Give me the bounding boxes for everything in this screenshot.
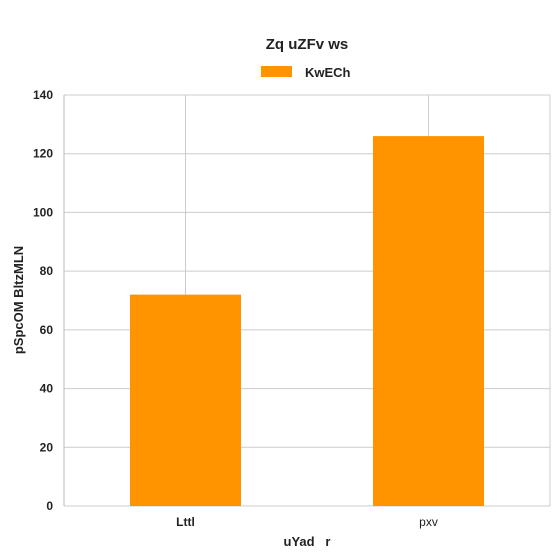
y-tick-label: 140 — [33, 88, 53, 102]
legend: KwECh — [261, 65, 351, 80]
y-axis-label: pSpcOM BltzMLN — [11, 246, 26, 354]
bars — [130, 136, 484, 506]
x-tick-label: pxv — [419, 515, 438, 529]
bar-pxv — [373, 136, 484, 506]
y-tick-label: 0 — [46, 499, 53, 513]
chart-title: Zq uZFv ws — [266, 36, 349, 53]
y-tick-label: 80 — [40, 264, 54, 278]
y-axis-ticks: 0 20 40 60 80 100 120 140 — [33, 88, 53, 513]
bar-Lttl — [130, 294, 241, 506]
x-tick-label: Lttl — [176, 515, 195, 529]
y-tick-label: 100 — [33, 205, 53, 219]
y-tick-label: 40 — [40, 382, 54, 396]
legend-label: KwECh — [305, 65, 351, 80]
x-axis-ticks: Lttl pxv — [176, 515, 438, 529]
y-tick-label: 60 — [40, 323, 54, 337]
y-tick-label: 20 — [40, 440, 54, 454]
legend-swatch — [261, 66, 292, 77]
y-tick-label: 120 — [33, 147, 53, 161]
x-axis-label: uYad r — [284, 534, 331, 549]
